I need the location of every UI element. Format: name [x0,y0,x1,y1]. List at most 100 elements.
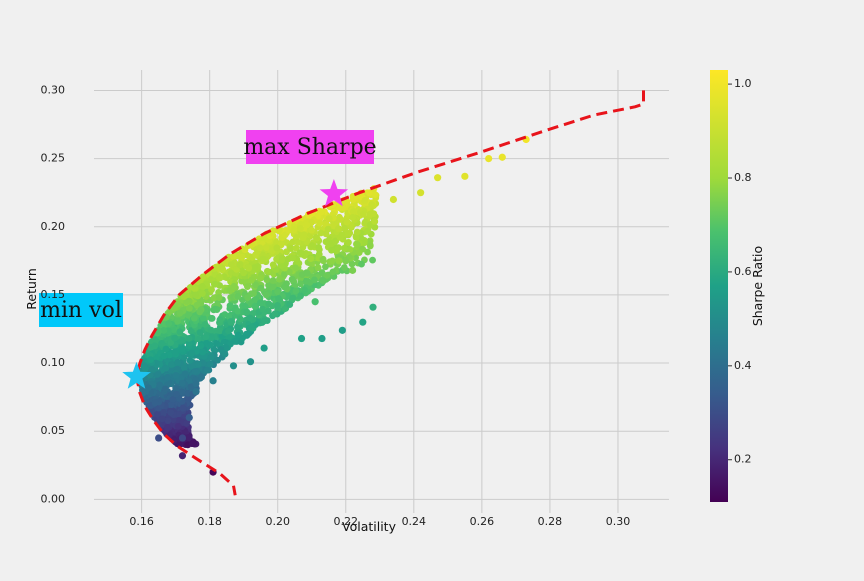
portfolio-point [185,339,193,347]
marker-label-box [39,293,123,327]
portfolio-point [155,434,163,442]
portfolio-point [322,238,330,246]
portfolio-point [224,327,232,335]
colorbar-label: Sharpe Ratio [750,246,765,326]
portfolio-point [271,310,279,318]
portfolio-point [302,277,310,285]
portfolio-point [194,361,202,368]
x-tick-label: 0.24 [402,515,427,528]
portfolio-point [276,280,283,288]
portfolio-point [322,263,329,271]
portfolio-point [188,349,196,357]
portfolio-point [185,433,193,441]
x-tick-label: 0.30 [606,515,631,528]
portfolio-point [273,244,281,252]
portfolio-point [189,440,197,447]
portfolio-point [151,342,159,350]
portfolio-point [245,330,253,338]
portfolio-point [178,379,186,387]
portfolio-point [287,245,295,252]
portfolio-point [263,276,271,284]
portfolio-point [434,174,442,182]
portfolio-point [334,244,342,252]
portfolio-point [185,304,193,312]
portfolio-point [366,242,374,250]
x-tick-label: 0.20 [265,515,290,528]
portfolio-point [244,294,252,301]
portfolio-point [227,261,235,269]
portfolio-point [162,364,170,372]
portfolio-point [316,219,324,227]
portfolio-point [207,334,215,342]
y-tick-label: 0.20 [41,220,66,233]
optimal-portfolio-markers: max Sharpe min vol [39,130,377,389]
portfolio-point [236,261,244,269]
portfolio-point [289,254,297,262]
portfolio-point [240,269,248,277]
colorbar-tick-label: 0.4 [734,359,752,372]
colorbar-tick-label: 0.8 [734,171,752,184]
portfolio-point [273,255,280,263]
portfolio-point [353,228,361,236]
portfolio-point [363,227,371,235]
portfolio-point [318,269,326,276]
portfolio-point [285,268,293,276]
portfolio-point [164,373,172,381]
portfolio-point [163,424,171,431]
portfolio-point [234,293,242,300]
portfolio-point [181,370,189,378]
portfolio-point [251,302,259,310]
portfolio-point [340,244,348,252]
colorbar: 0.2 0.4 0.6 0.8 1.0 Sharpe Ratio [710,70,765,502]
portfolio-point [288,275,296,283]
portfolio-point [280,283,288,291]
portfolio-point [265,300,273,308]
portfolio-point [165,351,173,359]
portfolio-point [315,250,323,258]
portfolio-point [343,218,351,226]
portfolio-point [256,299,264,307]
axis-ticks: 0.16 0.18 0.20 0.22 0.24 0.26 0.28 0.30 0.00 0.05… [41,83,631,528]
y-tick-label: 0.05 [41,424,66,437]
portfolio-point [315,243,323,251]
portfolio-point [358,260,365,268]
portfolio-point [234,307,242,315]
portfolio-point [262,291,270,299]
portfolio-point [187,383,195,391]
marker-star-0 [319,179,349,207]
marker-star-1 [122,361,151,389]
portfolio-point [297,250,305,258]
portfolio-point [345,238,352,246]
portfolio-point [485,155,493,163]
portfolio-point [365,189,373,197]
portfolio-point [243,308,251,316]
portfolio-point [257,274,264,282]
portfolio-point [176,309,184,317]
portfolio-point [147,356,155,364]
portfolio-point [180,293,188,301]
portfolio-point [252,281,260,289]
portfolio-point [297,280,304,288]
portfolio-point [221,350,229,358]
portfolio-point [292,287,300,295]
portfolio-point [180,353,188,361]
portfolio-point [371,191,379,199]
portfolio-point [162,345,170,353]
portfolio-point [229,253,237,260]
portfolio-point [196,308,204,316]
portfolio-point [297,334,306,343]
portfolio-point [141,362,148,370]
portfolio-point [269,261,277,269]
portfolio-point [218,264,225,272]
portfolio-point [274,301,281,309]
portfolio-point [274,288,282,296]
portfolio-point [226,287,234,295]
portfolio-point [260,344,268,352]
portfolio-point [335,257,343,265]
portfolio-point [174,422,182,430]
portfolio-point [246,314,254,322]
portfolio-point [202,333,210,341]
portfolio-point [207,353,215,361]
